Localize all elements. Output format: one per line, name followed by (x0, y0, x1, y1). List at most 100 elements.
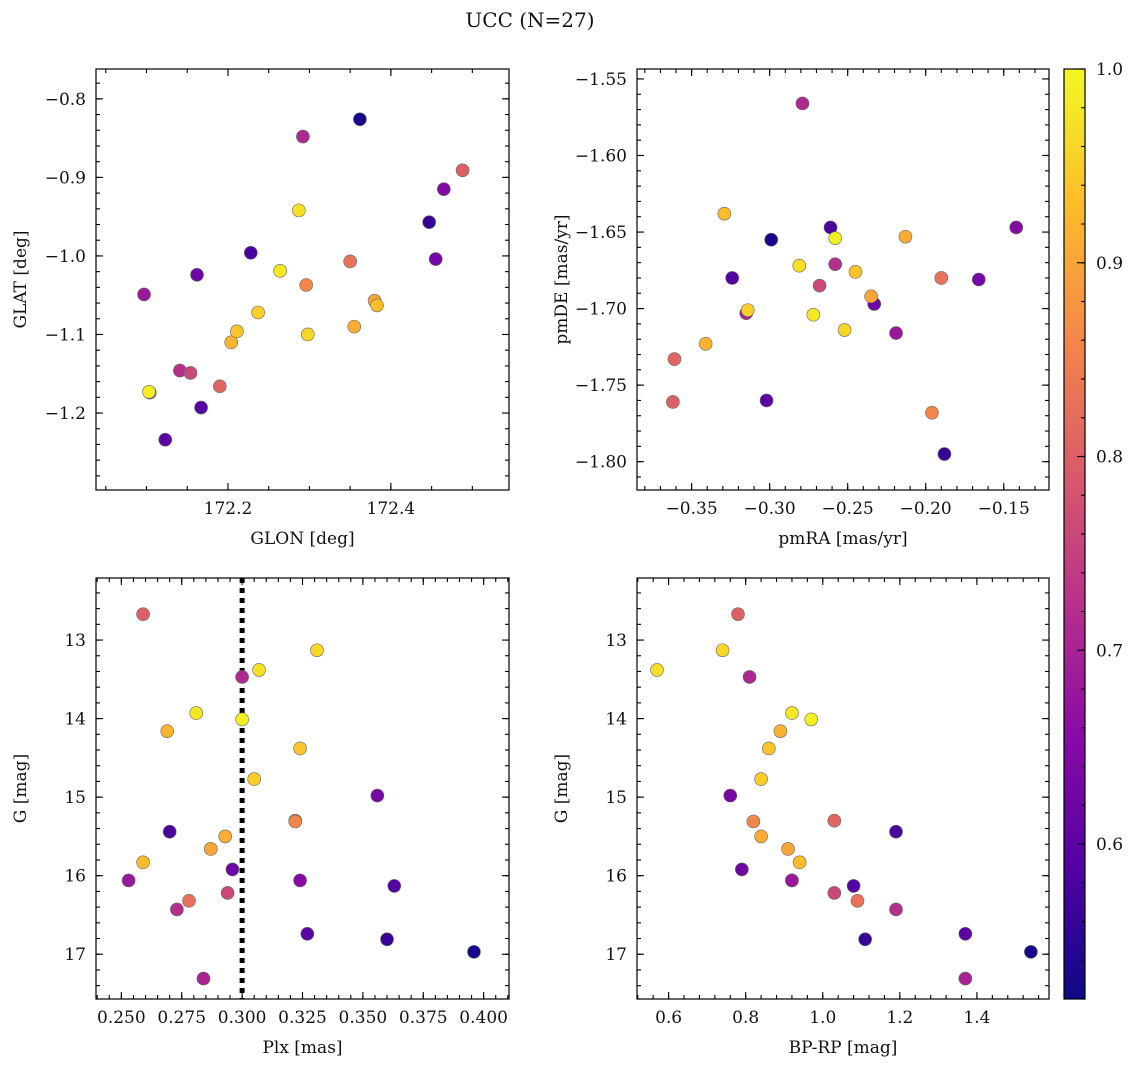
x-tick-label: 0.375 (399, 1008, 448, 1028)
scatter-point (781, 842, 795, 856)
x-axis-label: pmRA [mas/yr] (778, 529, 907, 549)
x-axis-label: Plx [mas] (262, 1038, 342, 1058)
y-tick-label: −0.8 (45, 90, 86, 110)
scatter-point (764, 232, 779, 247)
y-tick-label: −1.2 (45, 404, 86, 424)
figure-title: UCC (N=27) (465, 8, 594, 32)
axes-frame (95, 68, 510, 491)
scatter-point (162, 824, 177, 839)
colorbar-frame (1063, 68, 1086, 1000)
scatter-point (136, 855, 150, 870)
scatter-point (889, 326, 903, 340)
y-tick-label: 16 (64, 867, 86, 887)
scatter-point (252, 663, 266, 677)
scatter-point (925, 405, 939, 420)
scatter-point (773, 724, 788, 738)
scatter-point (347, 319, 362, 334)
scatter-point (958, 927, 973, 941)
scatter-point (1024, 945, 1038, 959)
colorbar-tick-label: 0.8 (1096, 448, 1123, 468)
x-axis-label: GLON [deg] (250, 529, 354, 549)
scatter-point (370, 298, 384, 313)
scatter-point (293, 741, 307, 756)
scatter-point (343, 254, 357, 269)
scatter-point (218, 829, 233, 844)
scatter-point (136, 607, 150, 621)
scatter-point (387, 879, 402, 893)
y-axis-label: G [mag] (11, 754, 31, 823)
scatter-point (837, 323, 852, 337)
x-tick-label: −0.30 (744, 499, 796, 519)
scatter-point (725, 271, 739, 285)
scatter-point (296, 129, 310, 144)
axes-frame (95, 577, 510, 1000)
scatter-point (828, 231, 842, 245)
scatter-point (224, 335, 239, 350)
scatter-point (1009, 220, 1024, 235)
x-tick-label: 1.0 (809, 1008, 836, 1028)
x-tick-label: −0.35 (666, 499, 718, 519)
scatter-point (889, 824, 903, 839)
x-tick-label: 1.4 (963, 1008, 990, 1028)
scatter-point (247, 772, 261, 786)
x-tick-label: −0.20 (900, 499, 952, 519)
scatter-point (273, 264, 287, 278)
axes-frame (636, 68, 1050, 491)
panel-pmra-pmde: −0.35 −0.30 −0.25 −0.20 −0.15 −1.55 −1.60 −1.65… (552, 68, 1050, 549)
y-tick-label: 16 (605, 867, 627, 887)
scatter-point (827, 813, 842, 828)
scatter-point (746, 814, 761, 829)
scatter-point (310, 643, 324, 658)
scatter-point (235, 670, 249, 684)
y-tick-label: −1.60 (575, 146, 627, 166)
colorbar-tick-label: 1.0 (1096, 60, 1123, 80)
y-tick-label: −1.70 (575, 300, 627, 320)
x-tick-label: 0.350 (339, 1008, 388, 1028)
scatter-point (189, 706, 204, 720)
scatter-point (225, 862, 240, 877)
scatter-panels: 172.2 172.4 −0.8 −0.9 −1.0 −1.1 −1.2 GLON [deg]… (11, 68, 1050, 1058)
y-tick-label: 17 (605, 945, 627, 965)
scatter-point (190, 267, 204, 282)
scatter-point (806, 307, 821, 322)
y-tick-label: 13 (64, 631, 86, 651)
y-tick-label: −0.9 (45, 168, 86, 188)
y-tick-label: 15 (605, 788, 627, 808)
scatter-point (370, 788, 385, 803)
scatter-point (437, 182, 451, 196)
scatter-point (715, 643, 730, 658)
scatter-point (137, 287, 151, 302)
scatter-point (785, 873, 799, 888)
x-tick-label: 0.300 (218, 1008, 267, 1028)
y-tick-label: 17 (64, 945, 86, 965)
scatter-point (422, 215, 436, 229)
scatter-point (170, 902, 184, 917)
scatter-point (293, 873, 307, 888)
scatter-point (667, 352, 682, 366)
scatter-point (735, 862, 749, 877)
scatter-point (235, 712, 249, 727)
x-tick-label: 0.6 (655, 1008, 682, 1028)
scatter-point (380, 932, 394, 947)
scatter-point (455, 163, 470, 178)
panel-glon-glat: 172.2 172.4 −0.8 −0.9 −1.0 −1.1 −1.2 GLON [deg]… (11, 68, 510, 549)
scatter-point (121, 873, 136, 888)
scatter-point (428, 252, 443, 266)
y-tick-label: 14 (64, 710, 86, 730)
scatter-point (937, 447, 952, 461)
scatter-point (754, 772, 768, 786)
y-axis-label: pmDE [mas/yr] (552, 214, 572, 344)
y-tick-label: 13 (605, 631, 627, 651)
scatter-point (759, 393, 774, 408)
scatter-point (754, 829, 768, 844)
x-tick-label: 172.4 (367, 499, 416, 519)
scatter-point (812, 278, 827, 293)
scatter-point (846, 879, 861, 893)
scatter-point (889, 902, 903, 917)
scatter-point (292, 203, 306, 218)
scatter-point (194, 400, 208, 415)
scatter-point (220, 886, 235, 900)
x-tick-label: 0.325 (278, 1008, 327, 1028)
scatter-point (142, 385, 156, 399)
